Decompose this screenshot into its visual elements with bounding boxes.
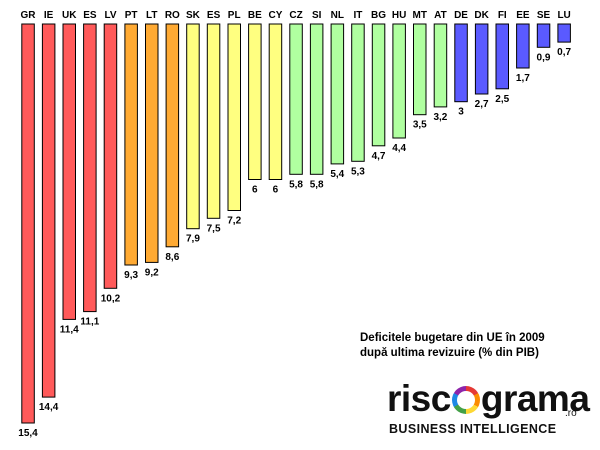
bar: [165, 23, 180, 248]
logo-ring-icon: [451, 386, 480, 414]
bar: [227, 23, 241, 211]
value-label: 4,7: [372, 151, 386, 162]
value-label: 0,9: [537, 52, 551, 63]
bar: [351, 23, 365, 162]
bar: [413, 23, 427, 116]
bar: [83, 23, 97, 313]
value-label: 15,4: [18, 428, 38, 439]
category-label: DK: [474, 10, 489, 21]
bar: [21, 23, 35, 424]
value-label: 7,5: [207, 223, 221, 234]
bar: [62, 23, 76, 320]
category-label: AT: [434, 10, 447, 21]
value-label: 11,4: [60, 324, 79, 335]
caption-line-2: după ultima revizuire (% din PIB): [360, 347, 539, 359]
category-label: IE: [44, 10, 54, 21]
category-label: BG: [371, 10, 386, 21]
bar: [206, 23, 221, 219]
value-label: 10,2: [101, 293, 121, 304]
value-label: 7,9: [186, 234, 200, 245]
value-label: 4,4: [392, 143, 406, 154]
category-label: PT: [125, 10, 138, 21]
category-label: SE: [537, 10, 551, 21]
value-label: 14,4: [39, 402, 59, 413]
bar: [103, 23, 118, 289]
value-label: 5,3: [351, 166, 365, 177]
category-label: CY: [268, 10, 282, 21]
value-label: 2,5: [495, 94, 509, 105]
category-label: LU: [557, 10, 570, 21]
value-label: 0,7: [557, 47, 571, 58]
value-label: 3,5: [413, 120, 427, 131]
category-label: PL: [228, 10, 241, 21]
bar: [309, 23, 324, 175]
bar: [454, 23, 468, 103]
category-label: LV: [104, 10, 116, 21]
bar: [557, 23, 571, 43]
category-label: ES: [207, 10, 221, 21]
value-label: 6: [252, 185, 258, 196]
bar: [330, 23, 345, 165]
value-label: 5,8: [289, 179, 303, 190]
category-label: CZ: [289, 10, 302, 21]
value-label: 2,7: [475, 99, 489, 110]
value-label: 9,3: [124, 270, 138, 281]
value-label: 1,7: [516, 73, 530, 84]
value-label: 6: [273, 185, 279, 196]
bar: [371, 23, 386, 147]
category-label: UK: [62, 10, 77, 21]
logo-tagline: BUSINESS INTELLIGENCE: [389, 422, 557, 436]
category-label: NL: [331, 10, 344, 21]
value-label: 8,6: [165, 252, 179, 263]
category-label: EE: [516, 10, 530, 21]
category-label: MT: [413, 10, 427, 21]
logo-word-right: grama: [480, 378, 590, 419]
bar: [495, 23, 509, 90]
category-label: FI: [498, 10, 507, 21]
value-label: 5,4: [330, 169, 344, 180]
bar: [268, 23, 283, 180]
category-label: DE: [454, 10, 468, 21]
bar: [289, 23, 303, 175]
bar: [392, 23, 406, 139]
bar: [474, 23, 489, 95]
logo-word-left: risc: [387, 378, 451, 419]
value-label: 5,8: [310, 179, 324, 190]
category-label: RO: [165, 10, 180, 21]
category-label: ES: [83, 10, 97, 21]
caption-line-1: Deficitele bugetare din UE în 2009: [360, 332, 545, 344]
category-label: BE: [248, 10, 262, 21]
value-label: 11,1: [80, 317, 99, 328]
value-label: 3,2: [433, 112, 447, 123]
category-label: HU: [392, 10, 406, 21]
category-label: SK: [186, 10, 201, 21]
value-label: 9,2: [145, 267, 159, 278]
bar: [536, 23, 551, 48]
bar: [124, 23, 138, 266]
bar: [41, 23, 56, 398]
logo-suffix: .ro: [565, 408, 577, 419]
bar: [145, 23, 159, 263]
bar: [433, 23, 448, 108]
bar: [516, 23, 530, 69]
category-label: LT: [146, 10, 157, 21]
logo-wordmark: risc grama: [387, 378, 590, 420]
value-label: 7,2: [227, 216, 241, 227]
category-label: SI: [312, 10, 322, 21]
bar: [248, 23, 262, 180]
value-label: 3: [458, 107, 464, 118]
bar: [186, 23, 200, 230]
category-label: GR: [21, 10, 37, 21]
riscograma-logo: risc grama .ro BUSINESS INTELLIGENCE: [387, 378, 590, 442]
chart-caption: Deficitele bugetare din UE în 2009 după …: [360, 331, 600, 361]
category-label: IT: [353, 10, 362, 21]
